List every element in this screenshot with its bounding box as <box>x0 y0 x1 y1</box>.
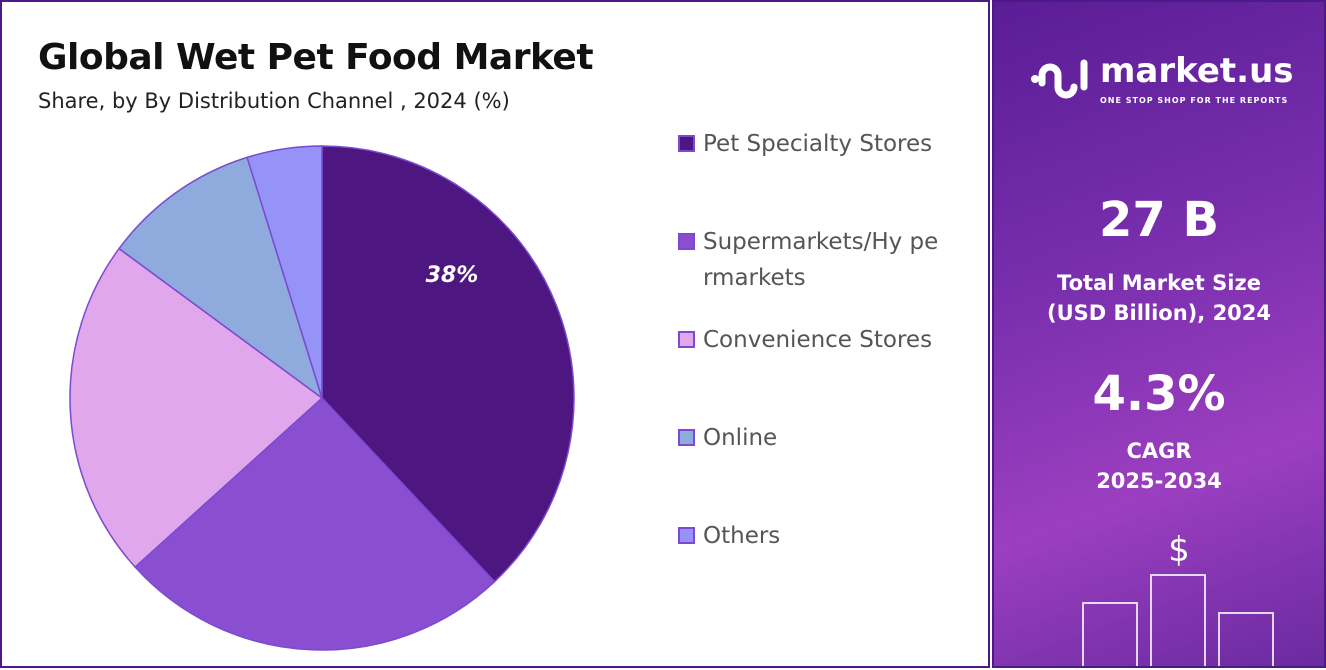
legend-swatch <box>678 135 695 152</box>
cagr-value: 4.3% <box>1092 366 1226 422</box>
pie-chart: 38% <box>69 145 575 651</box>
data-label: 38% <box>426 263 479 288</box>
pie-slice-others <box>246 145 323 399</box>
legend-swatch <box>678 527 695 544</box>
legend-swatch <box>678 429 695 446</box>
legend-item: Supermarkets/Hy permarkets <box>678 224 943 296</box>
logo-name: market.us <box>1100 51 1294 91</box>
legend-label: Pet Specialty Stores <box>703 131 933 157</box>
pie-slice-supermarkets-hypermarkets <box>134 396 496 651</box>
pie-slice-convenience-stores <box>69 247 324 569</box>
legend-label: Online <box>703 425 778 451</box>
chart-subtitle: Share, by By Distribution Channel , 2024… <box>38 89 510 113</box>
legend-label: Others <box>703 523 781 549</box>
chart-title: Global Wet Pet Food Market <box>38 37 594 78</box>
market-size-label: Total Market Size <box>1057 271 1261 295</box>
legend-label: Convenience Stores <box>703 327 933 353</box>
dollar-icon: $ <box>1168 530 1190 570</box>
arrow-up-icon <box>1082 602 1138 666</box>
market-size-value: 27 B <box>1098 192 1220 248</box>
logo-tagline: ONE STOP SHOP FOR THE REPORTS <box>1100 95 1289 105</box>
cagr-label: CAGR <box>1126 439 1192 463</box>
cagr-period: 2025-2034 <box>1096 469 1222 493</box>
pie-slice-pet-specialty-stores <box>321 145 575 583</box>
legend-item: Online <box>678 420 943 456</box>
arrow-up-icon <box>1218 612 1274 666</box>
market-us-logo: market.us ONE STOP SHOP FOR THE REPORTS <box>1030 50 1294 106</box>
legend-item: Others <box>678 518 943 554</box>
summary-panel: market.us ONE STOP SHOP FOR THE REPORTS … <box>992 0 1326 668</box>
logo-icon <box>1031 59 1088 99</box>
market-size-label-2: (USD Billion), 2024 <box>1046 301 1272 325</box>
arrow-up-icon <box>1150 574 1206 666</box>
legend-swatch <box>678 233 695 250</box>
legend-swatch <box>678 331 695 348</box>
legend-item: Pet Specialty Stores <box>678 126 943 162</box>
pie-slice-online <box>118 156 324 400</box>
legend-label: Supermarkets/Hy permarkets <box>703 229 939 291</box>
chart-panel: Global Wet Pet Food Market Share, by By … <box>0 0 990 668</box>
legend-item: Convenience Stores <box>678 322 943 358</box>
